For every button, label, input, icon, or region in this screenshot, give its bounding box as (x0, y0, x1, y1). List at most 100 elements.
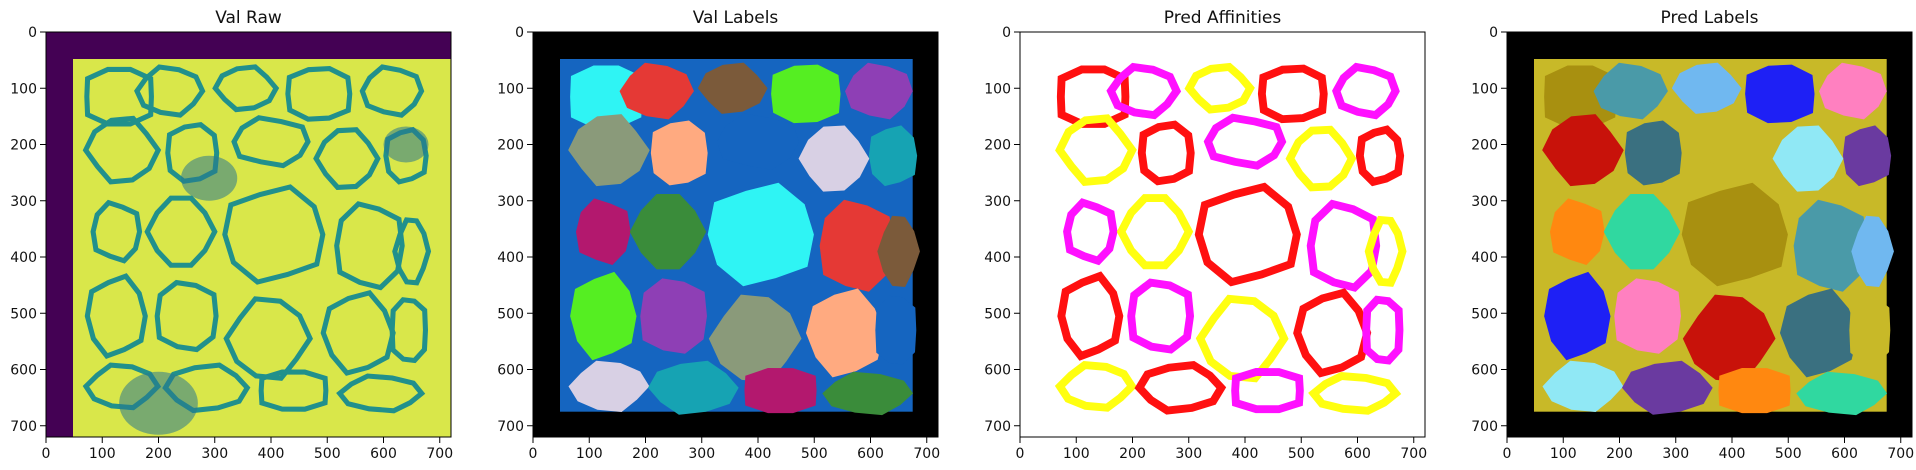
x-tick-label: 300 (1662, 446, 1689, 462)
y-tick-label: 0 (1489, 25, 1498, 41)
x-tick-label: 600 (857, 446, 884, 462)
affinity-boundary (1127, 278, 1195, 354)
segment (570, 271, 637, 361)
affinity-boundary (1306, 199, 1381, 292)
x-tick-label: 600 (1831, 446, 1858, 462)
segment (1621, 360, 1713, 415)
segment (819, 199, 894, 292)
segment (575, 198, 631, 265)
mitochondrion (119, 371, 198, 435)
affinity-boundary (1063, 198, 1118, 266)
segment (1549, 198, 1605, 265)
membrane-outline (285, 65, 353, 122)
membrane-outline (336, 373, 426, 414)
membrane-outline (258, 369, 329, 412)
segment (877, 215, 920, 287)
panel-image (46, 32, 451, 437)
y-tick-label: 300 (10, 194, 37, 210)
y-tick-label: 400 (984, 250, 1011, 266)
membrane-outline (389, 297, 428, 364)
x-tick-label: 200 (1119, 446, 1146, 462)
x-tick-label: 600 (1344, 446, 1371, 462)
segment (619, 62, 694, 120)
x-tick-label: 500 (801, 446, 828, 462)
segment (1544, 271, 1611, 361)
panel-val-labels: Val Labels 0 100 200 300 400 500 600 700 0 100 200 3… (497, 8, 940, 462)
y-tick-label: 400 (10, 250, 37, 266)
x-tick-label: 100 (1063, 446, 1090, 462)
x-tick-label: 600 (370, 446, 397, 462)
y-tick-label: 300 (984, 194, 1011, 210)
y-tick-label: 600 (984, 363, 1011, 379)
y-tick-label: 0 (515, 25, 524, 41)
axes-frame (45, 31, 452, 438)
affinity-boundary (1257, 64, 1328, 124)
segment (845, 62, 913, 120)
x-tick-label: 200 (632, 446, 659, 462)
x-tick-label: 700 (1400, 446, 1427, 462)
panel-title: Pred Labels (1661, 8, 1759, 28)
segment (697, 62, 768, 114)
segment (1842, 125, 1892, 187)
membrane-outline (392, 217, 432, 286)
affinity-boundary (1364, 215, 1407, 287)
y-tick-label: 700 (10, 419, 37, 435)
membrane-outline (82, 115, 162, 185)
segment (1796, 371, 1888, 416)
y-tick-label: 300 (1471, 194, 1498, 210)
x-tick-label: 500 (314, 446, 341, 462)
x-tick-label: 0 (42, 446, 51, 462)
segment (647, 360, 739, 415)
y-tick-label: 600 (10, 363, 37, 379)
mitochondrion (383, 126, 429, 163)
y-tick-label: 400 (497, 250, 524, 266)
x-tick-label: 400 (1719, 446, 1746, 462)
segment (1542, 114, 1624, 187)
x-tick-label: 700 (426, 446, 453, 462)
affinity-boundary (1106, 62, 1182, 120)
segment (868, 125, 918, 187)
segment (875, 295, 917, 365)
segment (744, 368, 817, 414)
affinity-boundary (1362, 295, 1404, 365)
affinity-boundary (1184, 62, 1255, 114)
panel-title: Pred Affinities (1164, 8, 1282, 28)
y-tick-label: 700 (1471, 419, 1498, 435)
x-tick-label: 100 (576, 446, 603, 462)
y-tick-label: 500 (984, 306, 1011, 322)
x-tick-label: 200 (145, 446, 172, 462)
panel-image (1507, 32, 1912, 437)
segment (1851, 215, 1894, 287)
segment (1671, 62, 1742, 114)
segment (640, 278, 707, 354)
x-tick-label: 200 (1606, 446, 1633, 462)
x-tick-label: 300 (1175, 446, 1202, 462)
label-segments (1534, 59, 1894, 416)
membrane-outline (84, 273, 148, 360)
segment (1624, 120, 1682, 186)
segment (1793, 199, 1868, 292)
x-tick-label: 400 (745, 446, 772, 462)
x-tick-label: 500 (1775, 446, 1802, 462)
segment (1614, 278, 1681, 354)
membrane-outline (212, 64, 280, 113)
panel-pred-labels: Pred Labels 0 100 200 300 400 500 600 700 0 100 200… (1471, 8, 1914, 462)
x-tick-label: 700 (1887, 446, 1914, 462)
affinity-boundary (1134, 360, 1227, 415)
segment (771, 64, 841, 124)
x-tick-label: 500 (1288, 446, 1315, 462)
membrane-outline (231, 115, 311, 169)
x-tick-label: 400 (1232, 446, 1259, 462)
axes-frame (1019, 31, 1426, 438)
panel-image (533, 32, 938, 437)
affinity-boundary (1332, 62, 1400, 120)
panel-title: Val Labels (693, 8, 779, 28)
segment (1681, 182, 1788, 287)
y-tick-label: 500 (10, 306, 37, 322)
panel-title: Val Raw (215, 8, 282, 28)
y-tick-label: 100 (497, 81, 524, 97)
segment (650, 120, 708, 186)
affinity-boundary (1285, 125, 1357, 192)
affinity-boundary (1055, 114, 1137, 187)
